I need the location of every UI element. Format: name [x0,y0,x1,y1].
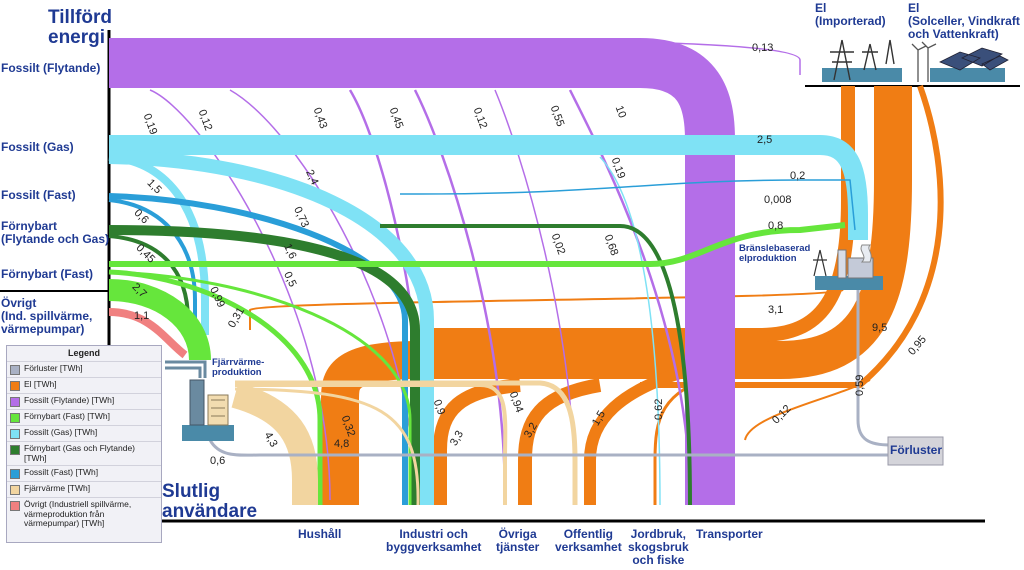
pylon-icon [822,39,902,82]
flow-fossil-liquid-hh [149,89,331,501]
flow-value-label: 0,13 [752,42,774,54]
losses-box [887,436,944,466]
flow-el-tr [744,379,871,441]
source-fossil-solid: Fossilt (Fast) [1,188,76,202]
flow-value-label: 0,2 [790,170,806,182]
legend-swatch [10,413,20,423]
legend-swatch [10,381,20,391]
sink-transport: Transporter [696,527,763,541]
legend-item: Förnybart (Gas och Flytande) [TWh] [7,441,161,465]
source-renew-liquid-gas: Förnybart (Flytande och Gas) [1,219,110,246]
flow-fossil-solid-power [399,179,856,231]
flow-fossil-solid-ind [108,193,408,505]
source-el-renew: El (Solceller, Vindkraft och Vattenkraft… [908,1,1020,41]
district-heating-plant-icon [165,360,234,441]
legend-item: Fjärrvärme [TWh] [7,481,161,497]
flow-fossil-gas-power [109,135,868,240]
flow-renew-solid-dh [108,279,211,361]
power-plant-icon [813,244,883,290]
flow-value-label: 0,62 [653,398,665,420]
legend-label: Förnybart (Fast) [TWh] [24,411,110,421]
legend-swatch [10,365,20,375]
renewable-plant-icon [911,41,1009,82]
flow-renew-solid-ind [108,270,412,505]
flow-dh-hh [231,382,318,505]
legend-label: Fossilt (Fast) [TWh] [24,467,99,477]
legend-swatch [10,445,20,455]
flow-el-main [321,86,912,505]
flow-dh-pub [234,387,420,506]
legend-item: Förnybart (Fast) [TWh] [7,409,161,425]
flow-value-label: 2,5 [757,134,773,146]
legend-swatch [10,469,20,479]
flow-fossil-liquid-tr2 [568,89,692,501]
node-losses: Förluster [890,443,943,457]
legend-item: El [TWh] [7,377,161,393]
legend-swatch [10,501,20,511]
legend-swatch [10,429,20,439]
flow-el-import [430,86,855,342]
header-supplied: Tillförd energi [48,7,113,48]
legend-item: Fossilt (Flytande) [TWh] [7,393,161,409]
legend-label: Fossilt (Gas) [TWh] [24,427,98,437]
flow-fossil-liquid-thin [108,38,801,75]
sink-public: Offentlig verksamhet [555,527,622,554]
legend-swatch [10,485,20,495]
flow-other-dh [108,308,188,359]
flow-value-label: 3,1 [768,304,784,316]
node-fuel-power: Bränslebaserad elproduktion [739,243,811,264]
legend-label: El [TWh] [24,379,57,389]
sink-households: Hushåll [298,527,342,541]
legend-title: Legend [67,348,100,358]
sink-agriculture: Jordbruk, skogsbruk och fiske [628,527,689,567]
flow-el-ot [433,378,521,505]
legend-item: Övrigt (Industriell spillvärme, värmepro… [7,497,161,531]
header-final-user: Slutlig användare [162,481,258,522]
source-renew-solid: Förnybart (Fast) [1,267,94,281]
flow-value-label: 4,8 [334,438,350,450]
legend-item: Fossilt (Gas) [TWh] [7,425,161,441]
legend-label: Fjärrvärme [TWh] [24,483,91,493]
flow-loss-dh [208,439,890,457]
flow-fossil-liquid-pub [413,89,507,501]
legend-label: Fossilt (Flytande) [TWh] [24,395,115,405]
flow-renew-solid-hh [108,269,323,505]
sink-other-services: Övriga tjänster [496,527,540,554]
flow-value-label: 1,1 [134,310,150,322]
flow-value-label: 0,6 [210,455,226,467]
flow-renew-lg-main [108,225,420,505]
flow-renew-lg-agr [380,224,692,506]
flow-fossil-liquid-transport [109,38,735,505]
source-fossil-gas: Fossilt (Gas) [1,140,74,154]
flow-loss-power [856,290,891,447]
legend: Legend Förluster [TWh] El [TWh] Fossilt (F… [6,345,162,543]
flow-value-label: 0,59 [854,374,866,396]
flow-value-label: 0,008 [764,194,792,206]
legend-label: Övrigt (Industriell spillvärme, värmepro… [24,499,132,528]
legend-swatch [10,397,20,407]
node-district-heating: Fjärrvärme- produktion [212,357,265,378]
sink-industry: Industri och byggverksamhet [386,527,482,554]
flow-fossil-gas-tr [599,156,661,506]
flow-value-label: 0,8 [768,220,784,232]
flow-el-power [249,289,844,330]
flow-el-loss [640,84,944,388]
source-other: Övrigt (Ind. spillvärme, värmepumpar) [1,296,93,336]
legend-item: Förluster [TWh] [7,361,161,377]
flow-renew-solid-main [109,222,846,267]
legend-label: Förluster [TWh] [24,363,83,373]
flow-el-pub2 [584,364,692,505]
source-fossil-liquid: Fossilt (Flytande) [1,61,101,75]
legend-label: Förnybart (Gas och Flytande) [TWh] [24,443,136,463]
legend-item: Fossilt (Fast) [TWh] [7,465,161,481]
flow-fossil-gas-ind [108,150,434,505]
flow-value-label: 9,5 [872,322,888,334]
source-el-import: El (Importerad) [815,1,886,28]
